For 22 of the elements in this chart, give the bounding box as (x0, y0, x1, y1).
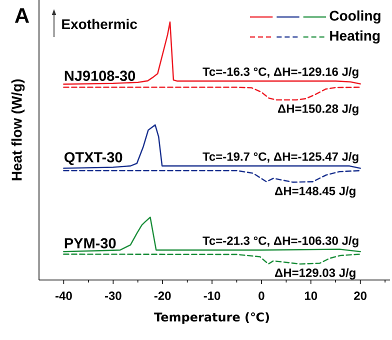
y-axis-title: Heat flow (W/g) (11, 79, 25, 180)
x-tick-label: -40 (56, 292, 72, 300)
annotation: Tc=-19.7 °C, ΔH=-125.47 J/g (202, 152, 358, 164)
annotation: Tc=-21.3 °C, ΔH=-106.30 J/g (202, 236, 358, 248)
annotation: ΔH=150.28 J/g (278, 104, 358, 116)
annotation: Tc=-16.3 °C, ΔH=-129.16 J/g (202, 67, 358, 78)
x-tick-label: -10 (204, 292, 220, 300)
legend-label: Cooling (330, 10, 380, 24)
annotation: NJ9108-30 (64, 70, 136, 81)
legend-label: Heating (330, 30, 380, 44)
annotation: PYM-30 (64, 238, 116, 248)
x-tick-label: -20 (154, 292, 171, 300)
x-tick-label: 0 (258, 292, 264, 300)
x-tick-label: 10 (304, 292, 318, 300)
x-axis-title: Temperature (℃) (154, 312, 269, 324)
annotation: ΔH=129.03 J/g (275, 268, 356, 280)
annotation: ΔH=148.45 J/g (275, 186, 356, 198)
annotation: Exothermic (62, 18, 138, 30)
x-tick-label: 20 (354, 292, 366, 300)
x-tick-label: -30 (104, 292, 122, 300)
text: A (14, 8, 30, 23)
annotation: QTXT-30 (64, 152, 122, 166)
